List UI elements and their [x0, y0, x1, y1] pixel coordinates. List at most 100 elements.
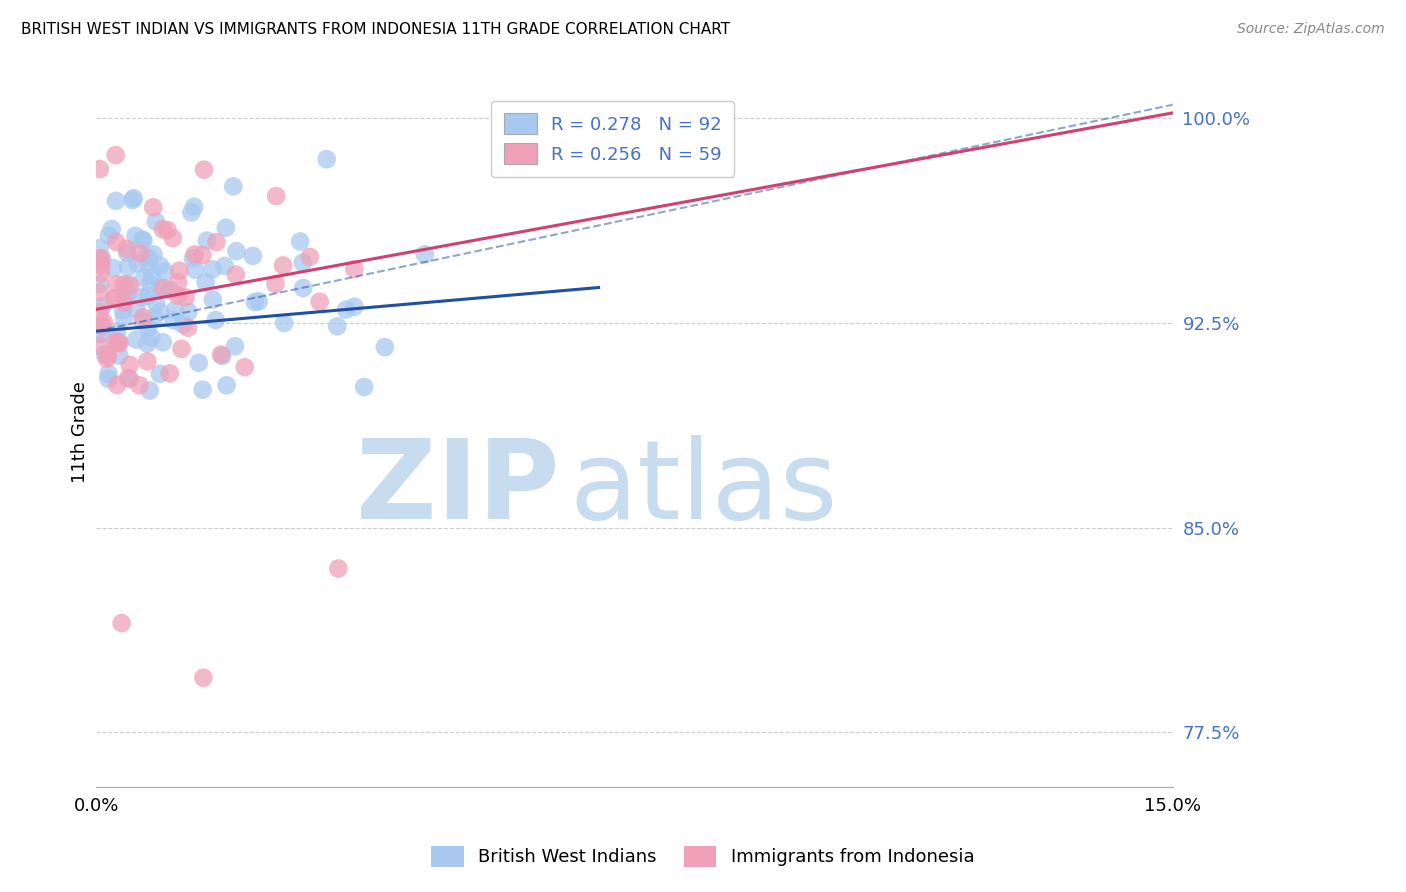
Point [132, 310, 155, 325]
Point [135, 250, 157, 264]
Point [353, 380, 375, 394]
Point [136, 336, 159, 351]
Point [193, 671, 215, 685]
Text: BRITISH WEST INDIAN VS IMMIGRANTS FROM INDONESIA 11TH GRADE CORRELATION CHART: BRITISH WEST INDIAN VS IMMIGRANTS FROM I… [21, 22, 730, 37]
Point [167, 275, 190, 289]
Point [90, 259, 112, 273]
Point [104, 194, 127, 208]
Text: Source: ZipAtlas.com: Source: ZipAtlas.com [1237, 22, 1385, 37]
Text: ZIP: ZIP [356, 435, 560, 542]
Point [105, 235, 128, 249]
Point [105, 291, 128, 305]
Point [89, 338, 111, 352]
Point [105, 324, 128, 338]
Point [157, 283, 180, 297]
Point [96, 351, 118, 366]
Point [225, 244, 247, 259]
Point [138, 260, 160, 274]
Point [149, 280, 172, 294]
Point [89, 305, 111, 319]
Point [152, 281, 174, 295]
Y-axis label: 11th Grade: 11th Grade [72, 381, 89, 483]
Point [152, 335, 174, 350]
Text: atlas: atlas [569, 435, 838, 542]
Point [149, 305, 172, 319]
Point [149, 367, 172, 381]
Point [291, 255, 314, 269]
Point [118, 372, 141, 386]
Point [222, 179, 245, 194]
Point [224, 339, 246, 353]
Point [103, 261, 125, 276]
Point [97, 228, 120, 243]
Point [125, 333, 148, 347]
Point [107, 335, 129, 350]
Point [181, 252, 204, 266]
Point [413, 247, 436, 261]
Point [315, 153, 337, 167]
Legend: R = 0.278   N = 92, R = 0.256   N = 59: R = 0.278 N = 92, R = 0.256 N = 59 [492, 101, 734, 177]
Point [90, 318, 112, 333]
Point [142, 200, 165, 214]
Point [97, 349, 120, 363]
Point [169, 263, 191, 277]
Point [105, 377, 128, 392]
Point [153, 264, 176, 278]
Point [107, 334, 129, 349]
Point [335, 302, 357, 317]
Point [131, 314, 153, 328]
Point [141, 330, 163, 344]
Point [209, 348, 232, 362]
Point [215, 220, 238, 235]
Point [225, 268, 247, 282]
Point [165, 302, 187, 317]
Point [183, 247, 205, 261]
Point [194, 276, 217, 290]
Point [187, 356, 209, 370]
Point [159, 367, 181, 381]
Point [142, 247, 165, 261]
Point [215, 378, 238, 392]
Point [162, 313, 184, 327]
Point [183, 200, 205, 214]
Point [128, 378, 150, 392]
Point [117, 286, 139, 301]
Point [104, 148, 127, 162]
Point [91, 252, 114, 266]
Point [205, 235, 228, 249]
Point [204, 313, 226, 327]
Point [308, 294, 330, 309]
Point [115, 242, 138, 256]
Point [89, 252, 111, 267]
Point [143, 310, 166, 325]
Point [97, 367, 120, 381]
Point [125, 302, 148, 317]
Point [97, 372, 120, 386]
Point [108, 349, 131, 363]
Point [89, 277, 111, 291]
Point [242, 249, 264, 263]
Point [184, 262, 207, 277]
Point [91, 299, 114, 313]
Point [112, 295, 135, 310]
Point [118, 358, 141, 372]
Point [131, 233, 153, 247]
Point [326, 319, 349, 334]
Point [177, 320, 200, 334]
Point [290, 235, 312, 249]
Point [214, 259, 236, 273]
Point [170, 342, 193, 356]
Point [191, 248, 214, 262]
Point [93, 315, 115, 329]
Point [177, 305, 200, 319]
Point [149, 259, 172, 273]
Point [374, 340, 396, 354]
Point [103, 292, 125, 306]
Point [193, 162, 215, 177]
Point [174, 290, 197, 304]
Point [136, 354, 159, 368]
Point [167, 288, 190, 302]
Point [298, 250, 321, 264]
Point [145, 296, 167, 310]
Point [104, 334, 127, 349]
